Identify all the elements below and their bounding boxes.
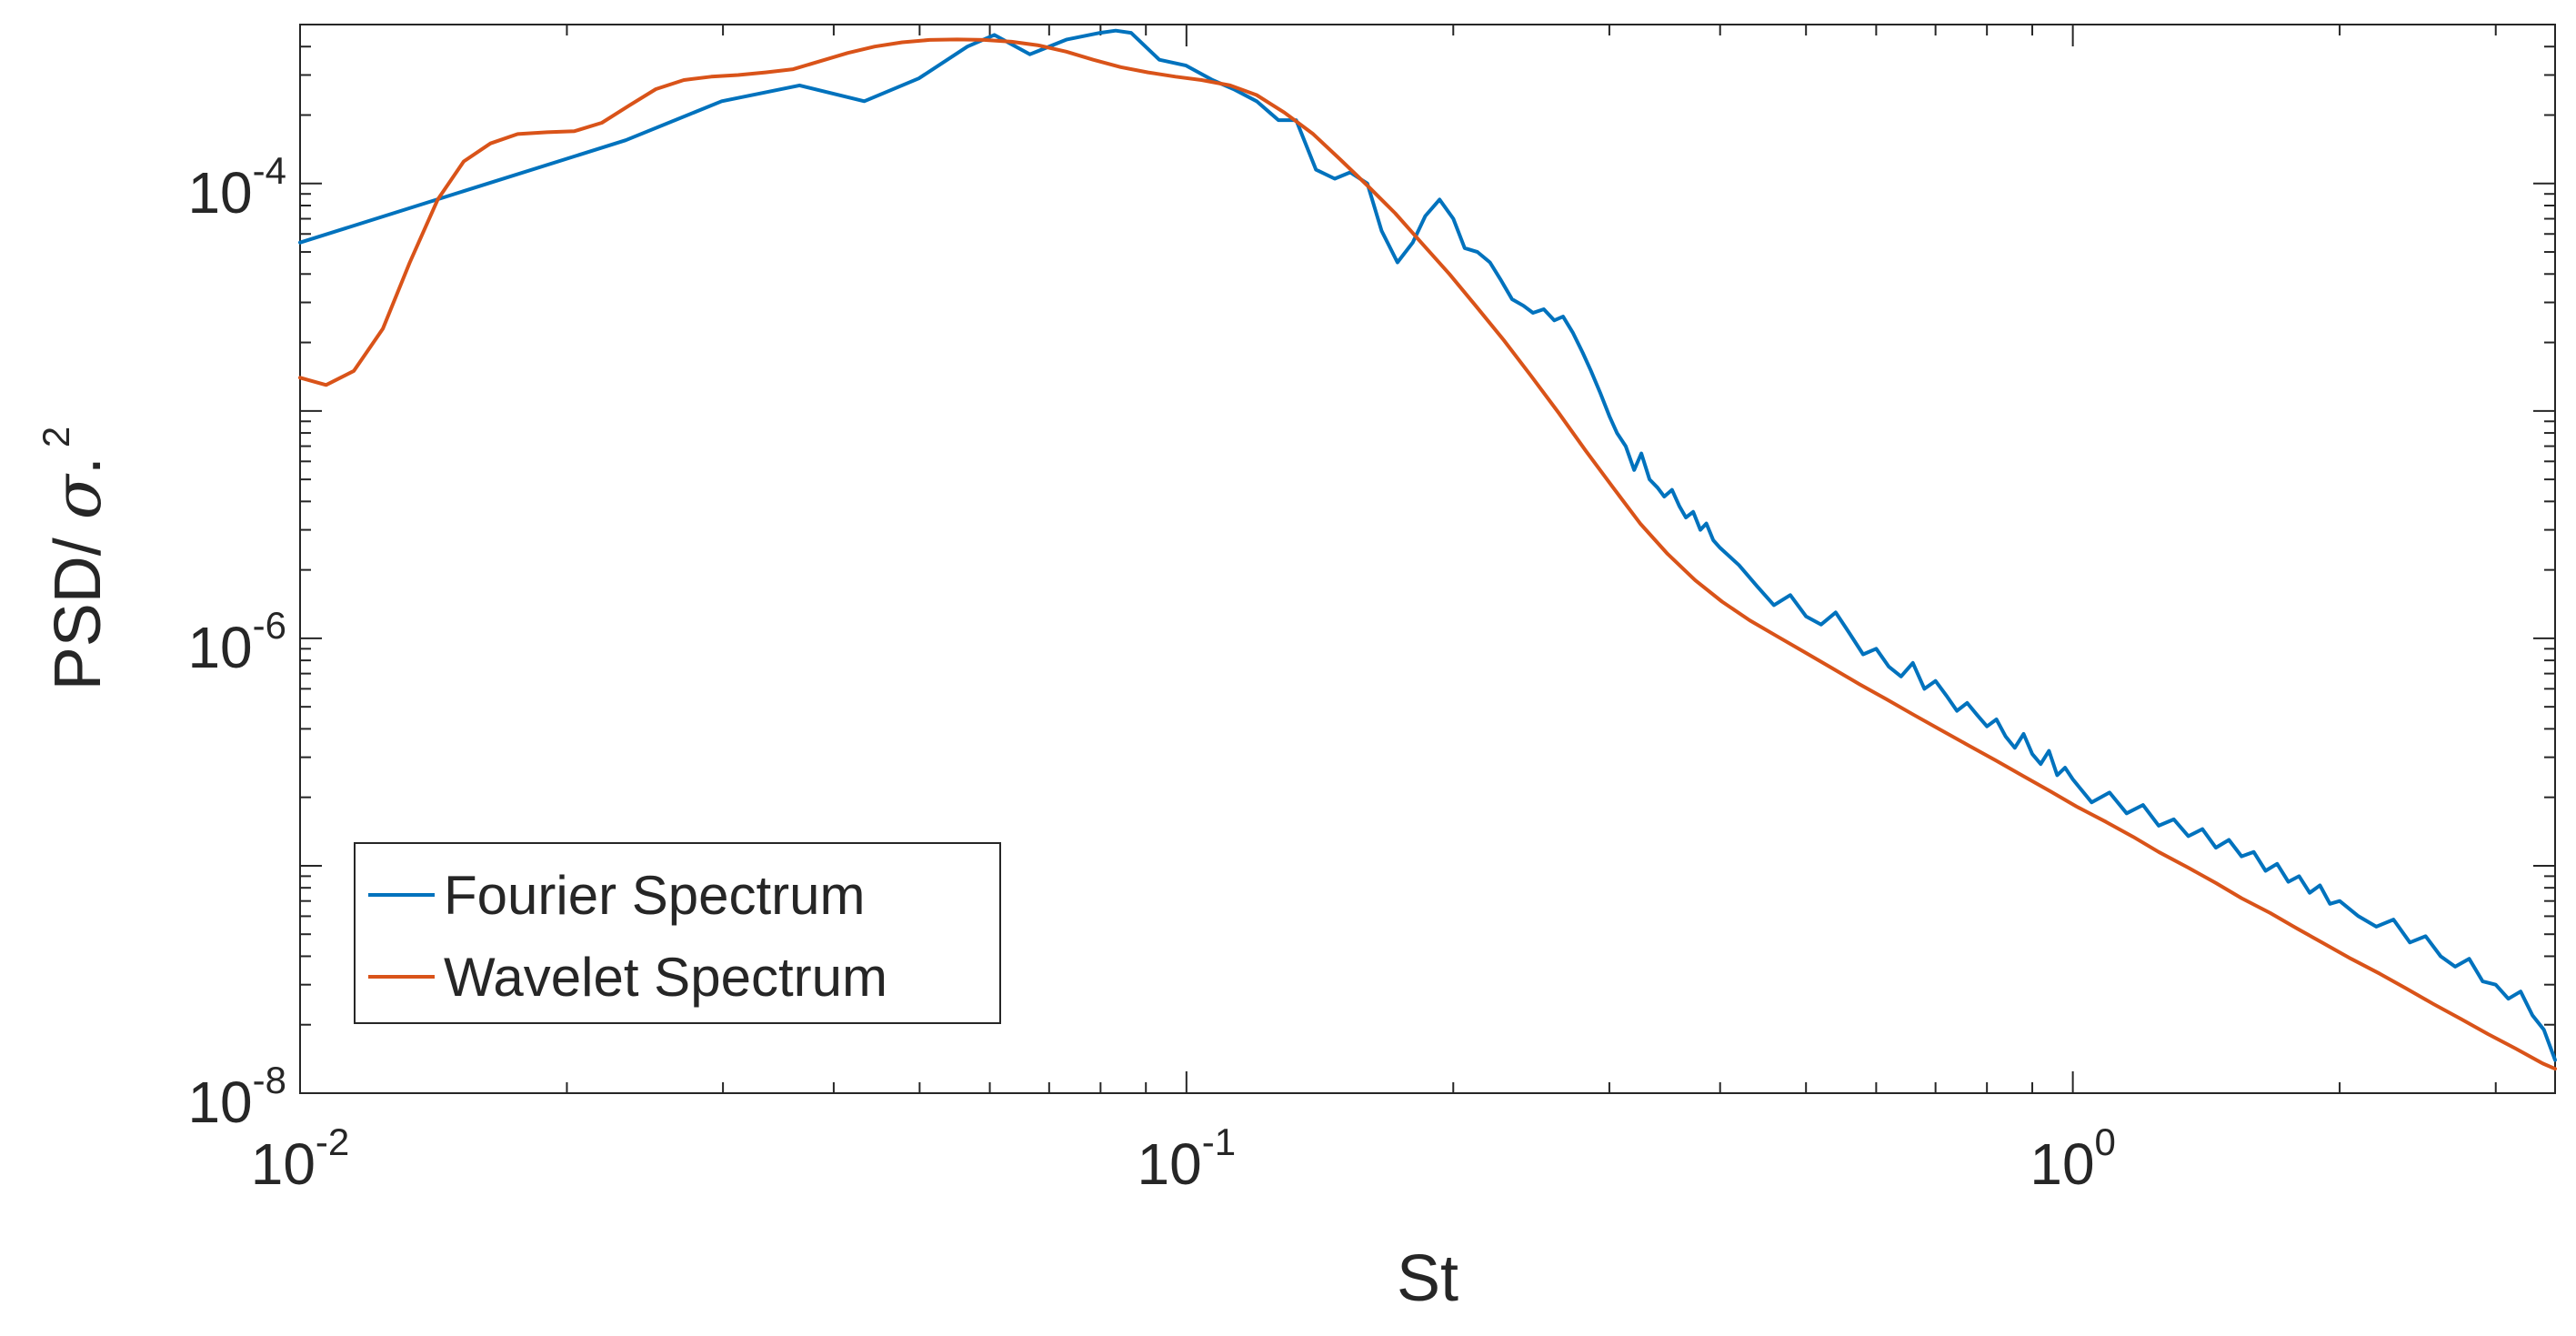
legend-label-fourier: Fourier Spectrum [444,865,865,926]
y-axis-title-sigma: σ [39,473,115,519]
x-tick-label: 100 [2030,1120,2116,1197]
y-tick-label: 10-8 [187,1059,286,1135]
series-layer [298,28,2557,1071]
y-axis-title-text: PSD/ [42,519,115,690]
legend-box [354,842,1001,1024]
x-tick-label: 10-1 [1138,1120,1237,1197]
x-axis-title: St [1397,1242,1458,1315]
y-tick-label: 10-4 [187,149,286,226]
legend-label-wavelet: Wavelet Spectrum [444,947,887,1008]
legend: Fourier Spectrum Wavelet Spectrum [354,842,1001,1024]
axis-ticks [299,24,2555,1094]
fourier-spectrum-line [298,28,2557,1062]
axis-tick-labels: 10-2 10-1 100 10-8 10-6 10-4 [187,149,2115,1197]
plot-area-frame [299,24,2556,1094]
y-tick-label: 10-6 [187,604,286,680]
y-axis-title-dot: . [42,457,115,475]
x-tick-label: 10-2 [251,1120,350,1197]
wavelet-spectrum-line [298,37,2557,1071]
y-axis-title: PSD/ σ. 2 [35,427,115,691]
y-axis-title-exponent: 2 [35,427,77,447]
